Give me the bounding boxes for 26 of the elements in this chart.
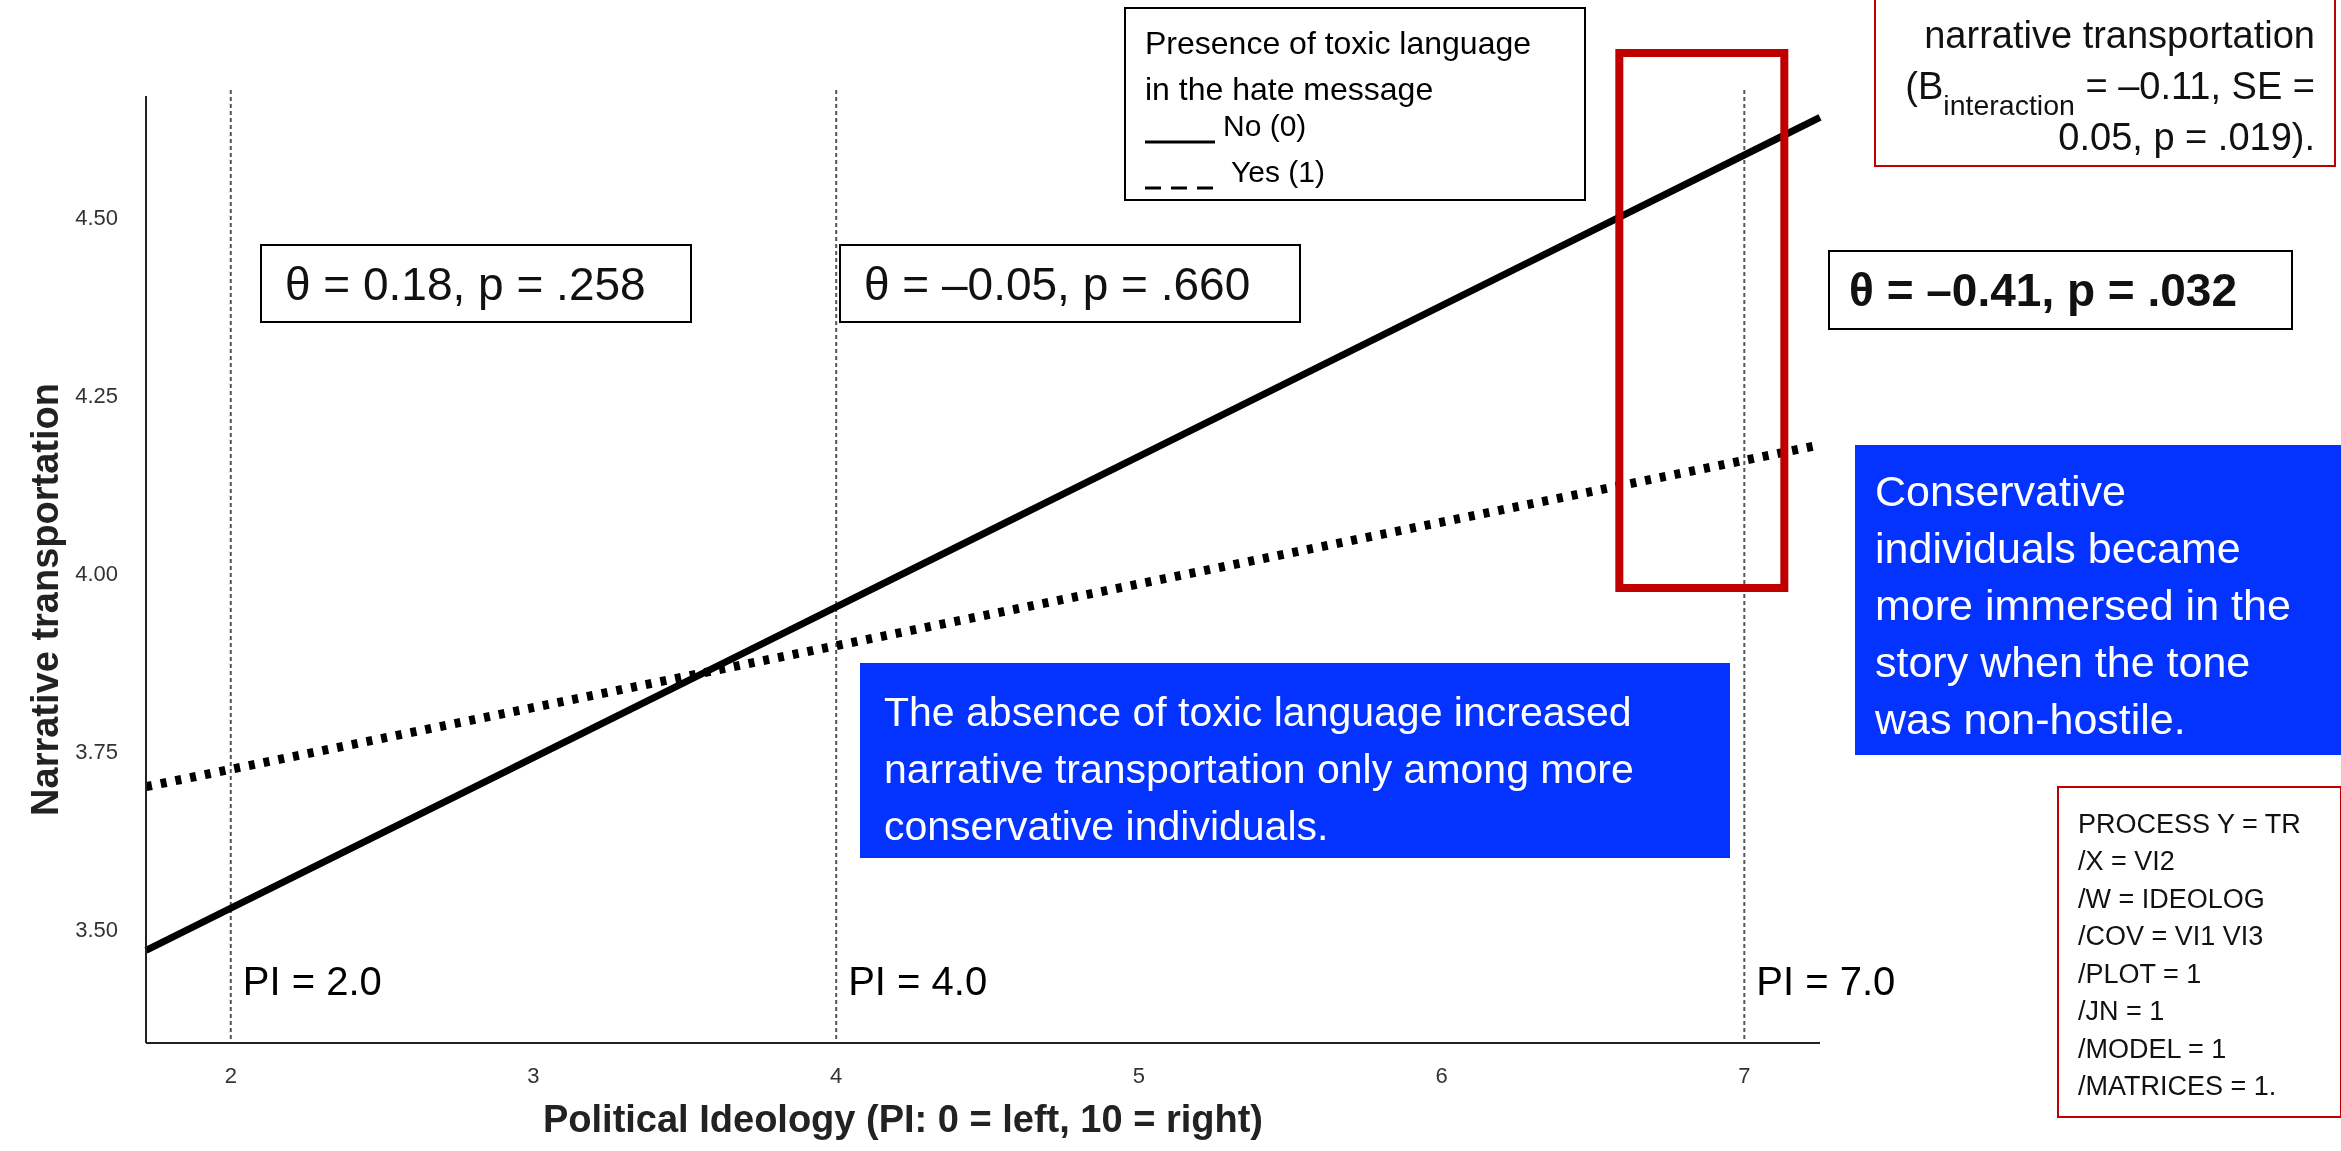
legend-label: Yes (1)	[1231, 155, 1325, 188]
legend-title: Presence of toxic language in the hate message	[1145, 25, 1532, 107]
legend-label: No (0)	[1223, 109, 1307, 142]
x-tick-label: 2	[224, 1063, 237, 1088]
x-tick-label: 5	[1132, 1063, 1146, 1088]
y-tick-label: 4.50	[75, 204, 118, 230]
x-tick-label: 7	[1738, 1063, 1751, 1088]
y-tick-label: 4.25	[75, 382, 118, 408]
x-tick-label: 6	[1435, 1063, 1448, 1088]
x-tick-label: 3	[527, 1063, 540, 1088]
y-tick-label: 3.50	[75, 916, 118, 942]
text: θ = –0.41, p = .032	[1849, 264, 2238, 317]
annotation: θ = –0.05, p = .660	[864, 257, 1251, 310]
y-tick-label: 4.00	[75, 560, 118, 586]
x-tick-label: 4	[830, 1063, 843, 1088]
ref-line-label: PI = 7.0	[1756, 959, 1896, 1003]
annotation: θ = 0.18, p = .258	[285, 257, 646, 310]
ref-line-label: PI = 4.0	[848, 959, 988, 1003]
y-axis-title: Narrative transportation	[24, 383, 66, 816]
text: PROCESS Y = TR /X = VI2 /W = IDEOLOG /COV = VI1 VI3 /PLOT = 1 /JN = 1 /MODEL = 1 /MATRICES = 1.	[2078, 808, 2301, 1102]
text: narrative transportation (B$_{interaction}$ = –0.11, SE = 0.05, p = .019).	[1905, 14, 2315, 159]
x-axis-title: Political Ideology (PI: 0 = left, 10 = right)	[542, 1098, 1264, 1140]
y-tick-label: 3.75	[75, 738, 118, 764]
annotation: The absence of toxic language increased narrative transportation only among more conservative individuals.	[884, 688, 1634, 849]
ref-line-label: PI = 2.0	[242, 959, 382, 1003]
text: Conservative individuals became more immersed in the story when the tone was non-hostile.	[1874, 466, 2291, 743]
